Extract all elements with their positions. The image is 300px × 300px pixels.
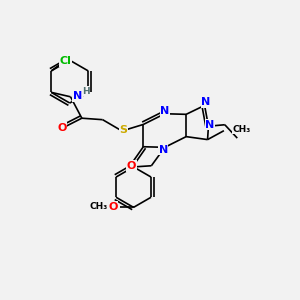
Text: N: N — [160, 106, 170, 116]
Text: N: N — [201, 98, 211, 107]
Text: H: H — [82, 87, 90, 96]
Text: O: O — [57, 123, 67, 133]
Text: S: S — [119, 125, 128, 135]
Text: CH₃: CH₃ — [90, 202, 108, 211]
Text: Cl: Cl — [59, 56, 71, 66]
Text: N: N — [73, 91, 82, 101]
Text: O: O — [108, 202, 118, 212]
Text: CH₃: CH₃ — [233, 125, 251, 134]
Text: N: N — [205, 120, 214, 130]
Text: N: N — [159, 145, 168, 155]
Text: O: O — [127, 161, 136, 171]
